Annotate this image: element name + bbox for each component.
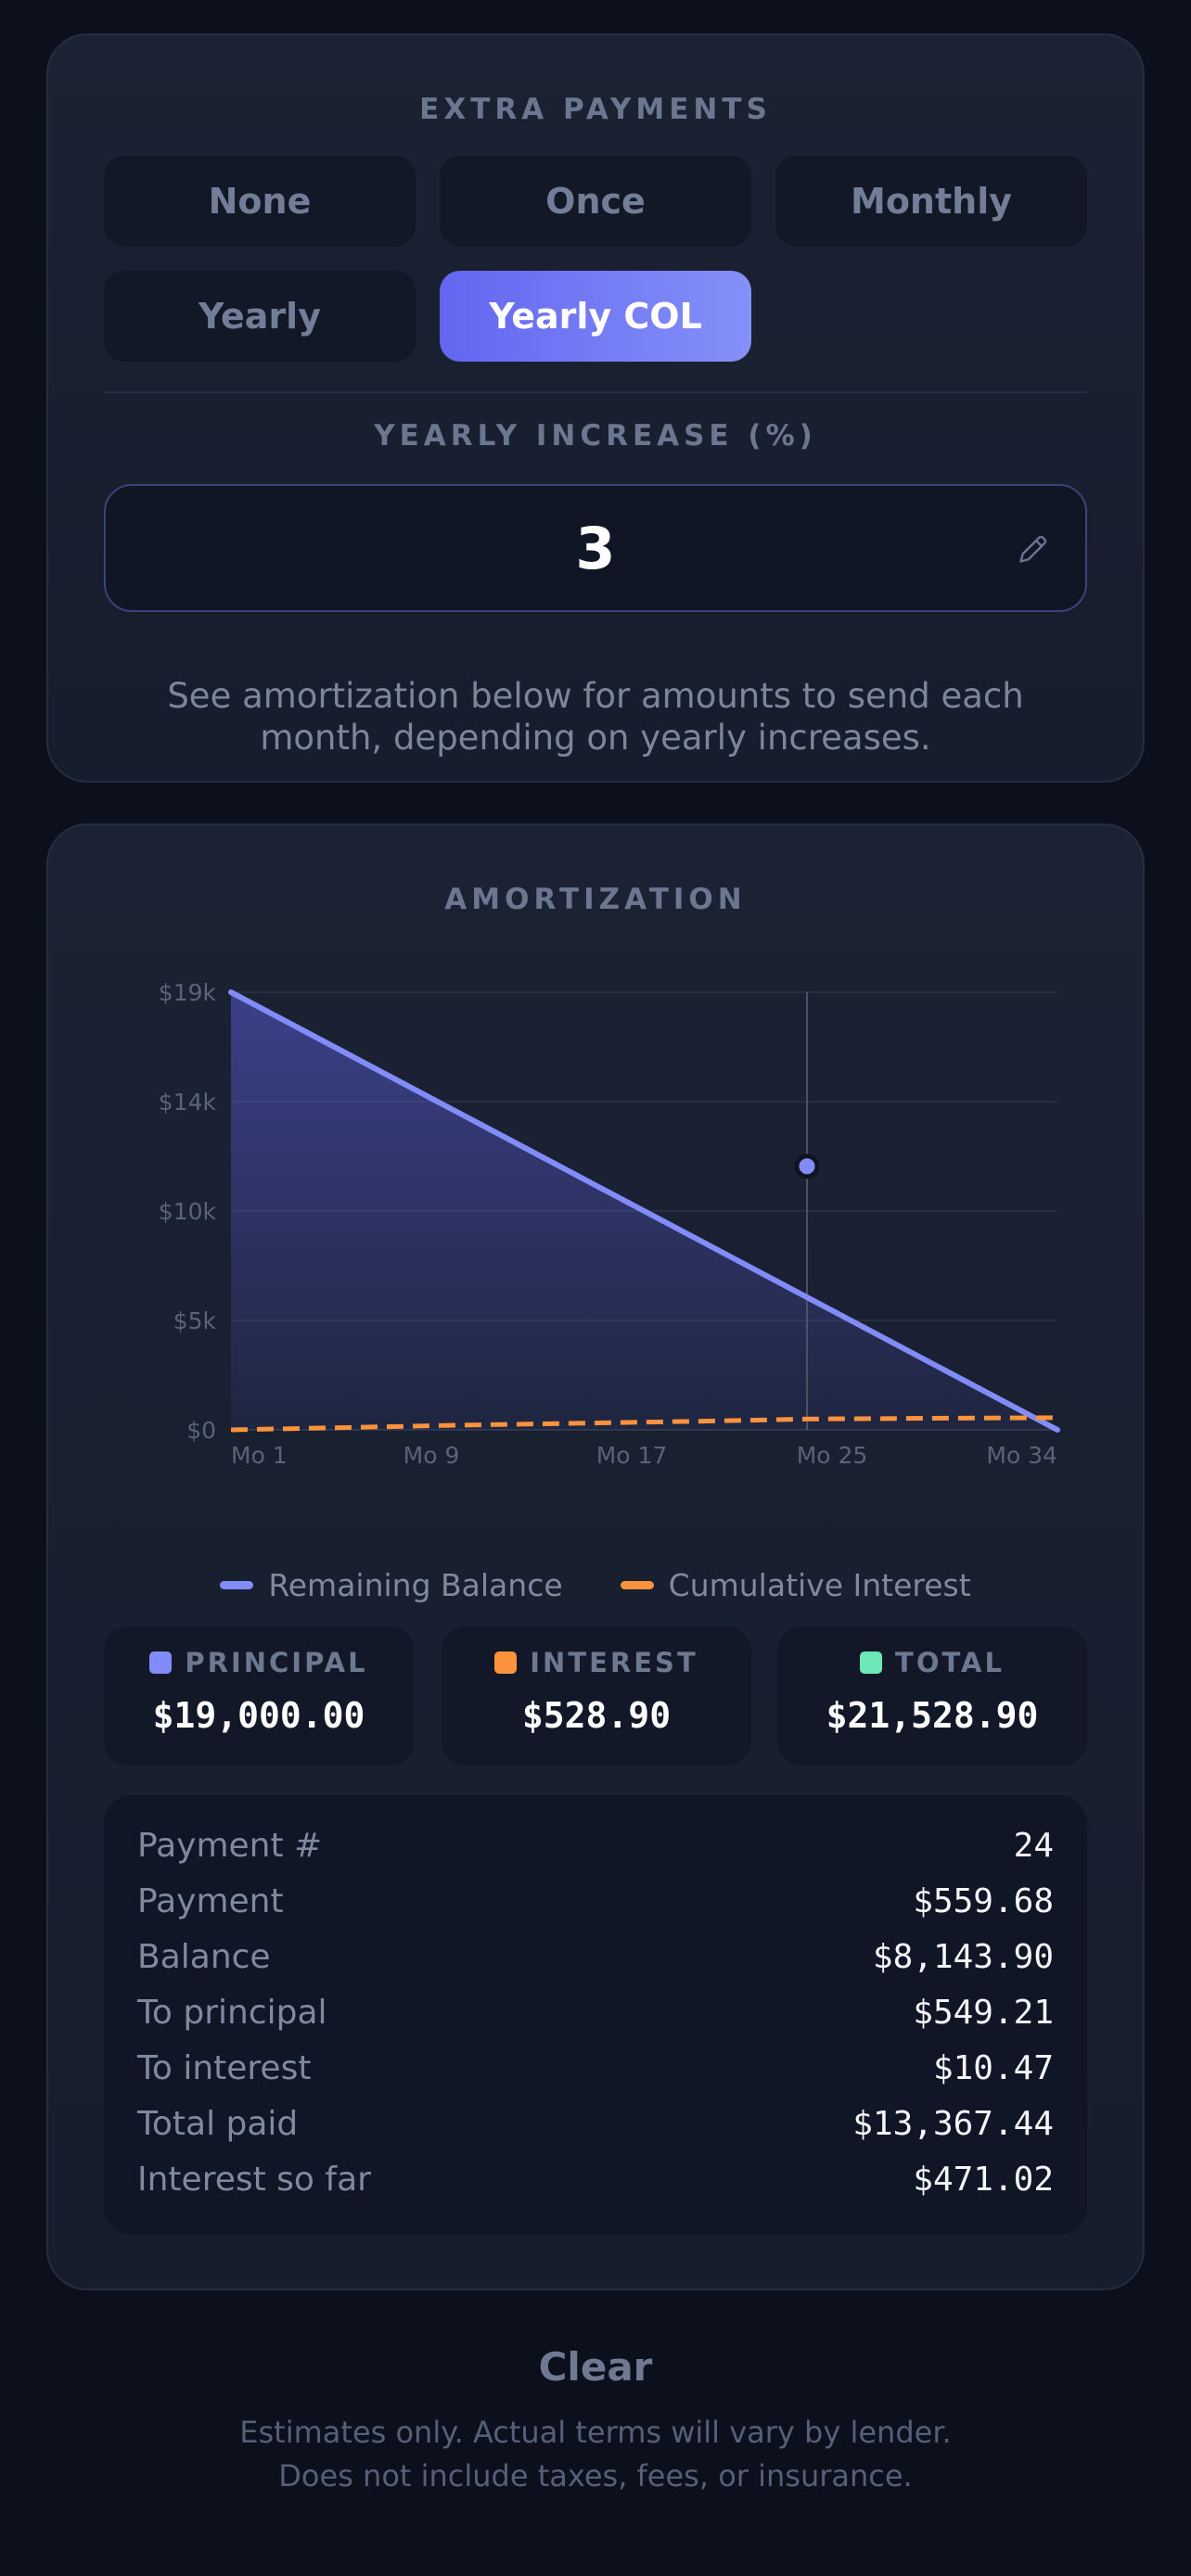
x-tick-label: Mo 9 (403, 1442, 460, 1469)
detail-value: $549.21 (913, 1993, 1054, 2032)
amortization-title: AMORTIZATION (444, 883, 747, 916)
detail-row-to-interest: To interest $10.47 (137, 2046, 1054, 2090)
detail-value: $559.68 (913, 1881, 1054, 1920)
clear-button[interactable]: Clear (538, 2344, 653, 2390)
legend-balance-swatch (220, 1581, 254, 1589)
chart-legend: Remaining Balance Cumulative Interest (48, 1567, 1143, 1603)
option-monthly-button[interactable]: Monthly (775, 156, 1087, 247)
y-tick-label: $14k (159, 1089, 217, 1116)
detail-value: $13,367.44 (852, 2104, 1054, 2143)
legend-item-balance: Remaining Balance (220, 1567, 563, 1603)
total-swatch (860, 1651, 883, 1674)
y-tick-label: $5k (173, 1307, 217, 1334)
legend-item-interest: Cumulative Interest (620, 1567, 971, 1603)
pencil-icon[interactable] (1017, 532, 1050, 566)
detail-value: $10.47 (932, 2048, 1054, 2087)
interest-value: $528.90 (521, 1695, 672, 1736)
divider (104, 391, 1087, 393)
amortization-chart[interactable]: $0 $5k $10k $14k $19k Mo 1 Mo 9 Mo 17 Mo 25 Mo 34 (48, 825, 1146, 1511)
detail-value: $8,143.90 (872, 1937, 1054, 1976)
x-tick-label: Mo 34 (986, 1442, 1057, 1469)
legend-balance-label: Remaining Balance (268, 1567, 563, 1603)
interest-stat: INTEREST $528.90 (442, 1626, 751, 1766)
detail-value: $471.02 (913, 2160, 1054, 2199)
hover-point (794, 1154, 820, 1180)
x-tick-label: Mo 25 (797, 1442, 868, 1469)
option-none-button[interactable]: None (104, 156, 416, 247)
detail-label: To principal (137, 1993, 327, 2032)
y-tick-label: $0 (186, 1417, 216, 1444)
detail-label: Interest so far (137, 2160, 371, 2199)
extra-payments-title: EXTRA PAYMENTS (419, 93, 772, 126)
detail-row-to-principal: To principal $549.21 (137, 1990, 1054, 2034)
balance-line (228, 989, 1060, 1433)
yearly-increase-input[interactable]: 3 (104, 484, 1087, 612)
legend-interest-label: Cumulative Interest (668, 1567, 971, 1603)
detail-label: Payment # (137, 1826, 323, 1865)
total-label: TOTAL (895, 1647, 1005, 1678)
principal-stat: PRINCIPAL $19,000.00 (104, 1626, 414, 1766)
amortization-card: AMORTIZATION $0 $5k $10k $14k $19k Mo 1 Mo 9 Mo… (46, 823, 1145, 2290)
disclaimer-line-2: Does not include taxes, fees, or insuran… (278, 2458, 913, 2493)
option-yearly-button[interactable]: Yearly (104, 271, 416, 362)
detail-row-payment-number: Payment # 24 (137, 1823, 1054, 1868)
total-stat: TOTAL $21,528.90 (777, 1626, 1087, 1766)
extra-payments-card: EXTRA PAYMENTS None Once Monthly Yearly … (46, 33, 1145, 783)
detail-label: Balance (137, 1937, 271, 1976)
detail-row-balance: Balance $8,143.90 (137, 1934, 1054, 1979)
legend-interest-swatch (620, 1581, 654, 1589)
total-value: $21,528.90 (826, 1695, 1039, 1736)
detail-label: Payment (137, 1881, 284, 1920)
disclaimer-line-1: Estimates only. Actual terms will vary b… (239, 2415, 952, 2450)
detail-label: Total paid (137, 2104, 299, 2143)
detail-row-interest-so-far: Interest so far $471.02 (137, 2157, 1054, 2201)
yearly-increase-label: YEARLY INCREASE (%) (374, 419, 817, 453)
y-tick-label: $19k (159, 979, 217, 1006)
option-yearly-col-button[interactable]: Yearly COL (440, 271, 751, 362)
option-once-button[interactable]: Once (440, 156, 751, 247)
amortization-hint: See amortization below for amounts to se… (167, 676, 1024, 758)
y-tick-label: $10k (159, 1198, 217, 1225)
principal-value: $19,000.00 (152, 1695, 365, 1736)
payment-detail-panel: Payment # 24 Payment $559.68 Balance $8,… (104, 1795, 1087, 2235)
yearly-increase-value[interactable]: 3 (575, 514, 616, 582)
principal-swatch (149, 1651, 173, 1674)
x-tick-label: Mo 17 (596, 1442, 668, 1469)
detail-value: 24 (1013, 1826, 1054, 1865)
interest-line (230, 1415, 1058, 1433)
x-tick-label: Mo 1 (231, 1442, 288, 1469)
interest-label: INTEREST (530, 1647, 698, 1678)
interest-swatch (494, 1651, 518, 1674)
principal-label: PRINCIPAL (185, 1647, 368, 1678)
detail-label: To interest (137, 2048, 312, 2087)
detail-row-total-paid: Total paid $13,367.44 (137, 2101, 1054, 2146)
detail-row-payment: Payment $559.68 (137, 1879, 1054, 1923)
